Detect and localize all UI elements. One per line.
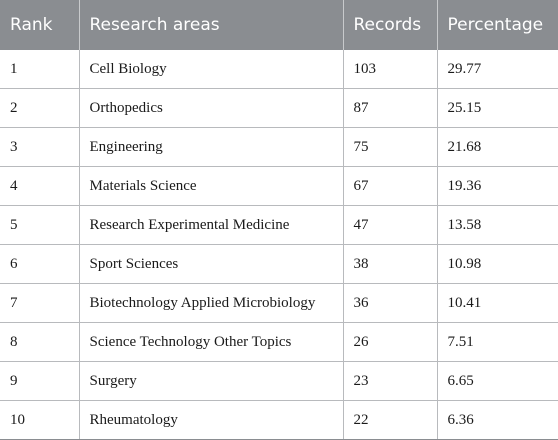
cell-records: 23 [342,361,437,401]
header-percentage: Percentage [436,0,558,50]
cell-research-area: Engineering [78,127,343,167]
cell-rank: 8 [0,322,79,362]
header-records: Records [342,0,437,50]
cell-records: 26 [342,322,437,362]
cell-records: 103 [342,50,437,89]
cell-percentage: 19.36 [436,166,558,206]
table-row: 7 Biotechnology Applied Microbiology 36 … [0,283,558,323]
cell-percentage: 13.58 [436,205,558,245]
cell-rank: 1 [0,50,79,89]
table-row: 2 Orthopedics 87 25.15 [0,88,558,128]
table-row: 9 Surgery 23 6.65 [0,361,558,401]
table-row: 8 Science Technology Other Topics 26 7.5… [0,322,558,362]
cell-rank: 5 [0,205,79,245]
cell-percentage: 10.98 [436,244,558,284]
table-row: 6 Sport Sciences 38 10.98 [0,244,558,284]
cell-research-area: Orthopedics [78,88,343,128]
cell-records: 75 [342,127,437,167]
cell-rank: 2 [0,88,79,128]
cell-records: 67 [342,166,437,206]
cell-records: 47 [342,205,437,245]
cell-records: 87 [342,88,437,128]
cell-percentage: 6.65 [436,361,558,401]
header-rank: Rank [0,0,79,50]
cell-research-area: Research Experimental Medicine [78,205,343,245]
cell-rank: 10 [0,400,79,440]
cell-research-area: Biotechnology Applied Microbiology [78,283,343,323]
cell-records: 36 [342,283,437,323]
table-row: 4 Materials Science 67 19.36 [0,166,558,206]
table-row: 5 Research Experimental Medicine 47 13.5… [0,205,558,245]
cell-percentage: 10.41 [436,283,558,323]
cell-rank: 4 [0,166,79,206]
cell-research-area: Sport Sciences [78,244,343,284]
cell-records: 22 [342,400,437,440]
cell-rank: 7 [0,283,79,323]
cell-percentage: 25.15 [436,88,558,128]
cell-percentage: 21.68 [436,127,558,167]
cell-rank: 9 [0,361,79,401]
header-research-areas: Research areas [78,0,343,50]
cell-research-area: Cell Biology [78,50,343,89]
table-header-row: Rank Research areas Records Percentage [0,0,558,50]
cell-percentage: 7.51 [436,322,558,362]
table-row: 1 Cell Biology 103 29.77 [0,50,558,89]
table-row: 3 Engineering 75 21.68 [0,127,558,167]
cell-research-area: Surgery [78,361,343,401]
cell-research-area: Science Technology Other Topics [78,322,343,362]
cell-percentage: 29.77 [436,50,558,89]
cell-percentage: 6.36 [436,400,558,440]
cell-research-area: Materials Science [78,166,343,206]
cell-rank: 6 [0,244,79,284]
cell-rank: 3 [0,127,79,167]
cell-records: 38 [342,244,437,284]
